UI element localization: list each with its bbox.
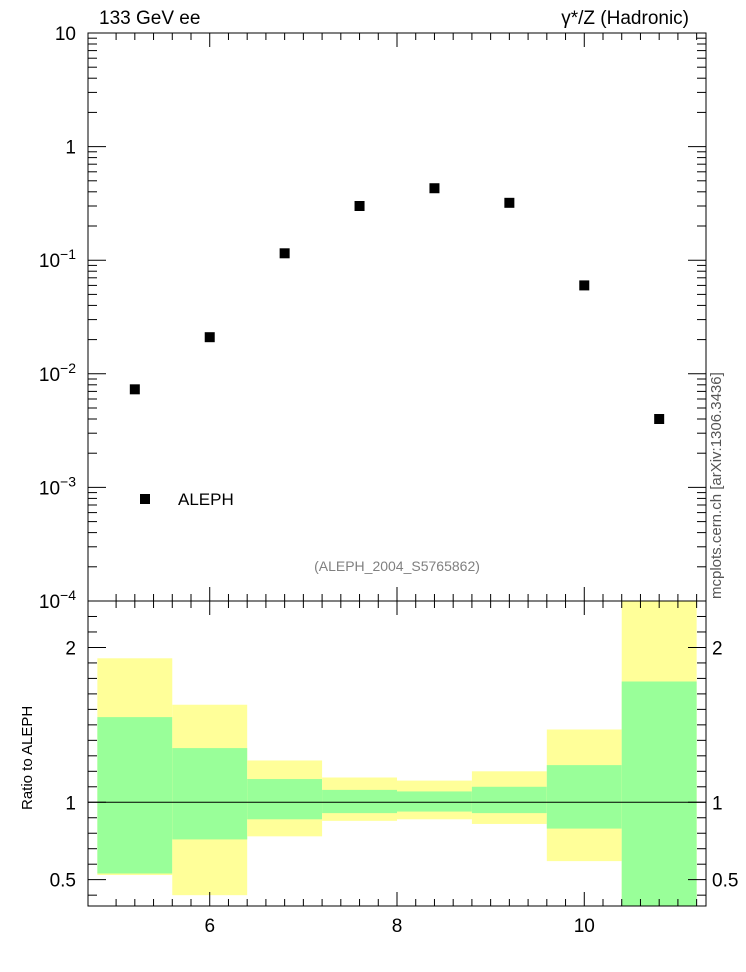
ratio-y-tick-label-right: 1 — [712, 793, 723, 814]
ratio-inner-band — [322, 789, 397, 814]
y-tick-label: 1 — [65, 138, 76, 159]
main-plot-frame — [87, 32, 707, 602]
y-tick-label: 10−1 — [39, 246, 76, 272]
data-point — [579, 280, 590, 291]
data-point — [279, 248, 290, 259]
data-point — [354, 200, 365, 211]
data-point — [429, 183, 440, 194]
data-point — [654, 414, 665, 425]
x-tick-label: 10 — [574, 916, 595, 937]
data-point — [129, 384, 140, 395]
ratio-inner-band — [397, 791, 472, 812]
x-tick-label: 6 — [204, 916, 215, 937]
ratio-inner-band — [471, 786, 547, 814]
header-left-label: 133 GeV ee — [99, 8, 201, 29]
ratio-inner-band — [97, 717, 173, 874]
ratio-y-tick-label-right: 2 — [712, 638, 723, 659]
data-point — [504, 197, 515, 208]
legend-label: ALEPH — [178, 490, 234, 509]
ratio-inner-band — [247, 779, 323, 820]
y-tick-label: 10−3 — [39, 473, 76, 499]
ratio-y-tick-label-right: 0.5 — [712, 871, 738, 892]
header-right-label: γ*/Z (Hadronic) — [561, 8, 689, 29]
y-tick-label: 10 — [55, 24, 76, 45]
ratio-y-tick-label: 0.5 — [50, 871, 76, 892]
ratio-y-tick-label: 2 — [65, 638, 76, 659]
ratio-y-tick-label: 1 — [65, 793, 76, 814]
ratio-inner-band — [621, 681, 697, 906]
legend-marker — [140, 494, 150, 504]
x-tick-label: 8 — [392, 916, 403, 937]
ratio-inner-band — [172, 748, 248, 840]
y-tick-label: 10−2 — [39, 360, 76, 386]
data-point — [204, 332, 215, 343]
y-tick-label: 10−4 — [39, 587, 76, 613]
analysis-annotation: (ALEPH_2004_S5765862) — [314, 558, 480, 574]
ratio-inner-band — [546, 765, 622, 829]
